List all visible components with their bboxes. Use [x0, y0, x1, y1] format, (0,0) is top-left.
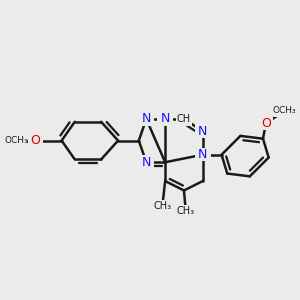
Text: N: N: [142, 112, 151, 125]
FancyBboxPatch shape: [152, 200, 172, 213]
FancyBboxPatch shape: [138, 112, 154, 126]
Text: OCH₃: OCH₃: [273, 106, 296, 115]
FancyBboxPatch shape: [259, 117, 273, 130]
Text: CH₃: CH₃: [177, 206, 195, 216]
FancyBboxPatch shape: [176, 205, 196, 217]
Text: N: N: [198, 148, 208, 161]
Text: N: N: [160, 112, 170, 125]
Text: CH: CH: [177, 114, 191, 124]
FancyBboxPatch shape: [28, 134, 43, 147]
FancyBboxPatch shape: [176, 112, 192, 126]
Text: O: O: [261, 117, 271, 130]
Text: N: N: [142, 156, 151, 169]
Text: O: O: [30, 134, 40, 147]
FancyBboxPatch shape: [157, 112, 173, 126]
Text: OCH₃: OCH₃: [4, 136, 28, 145]
FancyBboxPatch shape: [274, 104, 295, 117]
Text: N: N: [198, 125, 208, 138]
FancyBboxPatch shape: [195, 124, 211, 138]
Text: CH₃: CH₃: [153, 202, 171, 212]
FancyBboxPatch shape: [195, 148, 211, 161]
FancyBboxPatch shape: [6, 134, 27, 147]
FancyBboxPatch shape: [138, 155, 154, 169]
